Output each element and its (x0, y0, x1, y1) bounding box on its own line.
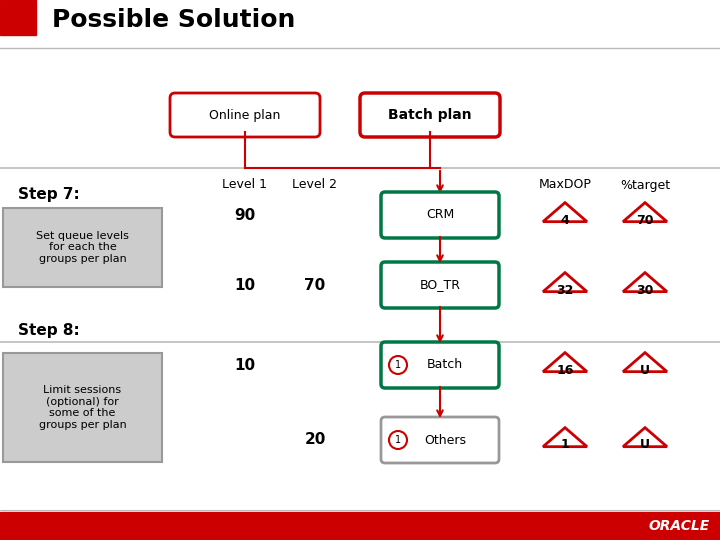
Text: Set queue levels
for each the
groups per plan: Set queue levels for each the groups per… (36, 231, 129, 264)
FancyBboxPatch shape (360, 93, 500, 137)
Text: 90: 90 (235, 207, 256, 222)
Text: MaxDOP: MaxDOP (539, 179, 591, 192)
Text: 1: 1 (561, 438, 570, 451)
Polygon shape (623, 353, 667, 372)
Polygon shape (543, 273, 587, 292)
Text: 20: 20 (305, 433, 325, 448)
Text: ORACLE: ORACLE (649, 519, 710, 533)
FancyBboxPatch shape (3, 208, 162, 287)
Text: Level 2: Level 2 (292, 179, 338, 192)
Text: Batch: Batch (427, 359, 463, 372)
FancyBboxPatch shape (381, 342, 499, 388)
Text: Others: Others (424, 434, 466, 447)
Text: Batch plan: Batch plan (388, 108, 472, 122)
Polygon shape (623, 428, 667, 447)
Polygon shape (543, 202, 587, 221)
Text: 32: 32 (557, 284, 574, 296)
Polygon shape (543, 428, 587, 447)
Text: Limit sessions
(optional) for
some of the
groups per plan: Limit sessions (optional) for some of th… (39, 385, 127, 430)
Text: Level 1: Level 1 (222, 179, 268, 192)
Text: 10: 10 (235, 357, 256, 373)
Text: Online plan: Online plan (210, 109, 281, 122)
Bar (0, 512, 720, 540)
FancyBboxPatch shape (170, 93, 320, 137)
Polygon shape (623, 273, 667, 292)
Text: 16: 16 (557, 363, 574, 376)
FancyBboxPatch shape (381, 417, 499, 463)
Text: U: U (640, 363, 650, 376)
Text: 1: 1 (395, 360, 401, 370)
Circle shape (389, 431, 407, 449)
Text: Step 8:: Step 8: (18, 322, 80, 338)
Text: 1: 1 (395, 435, 401, 445)
Bar (0, 0, 36, 35)
Polygon shape (543, 353, 587, 372)
Text: 70: 70 (636, 213, 654, 226)
Text: CRM: CRM (426, 208, 454, 221)
Circle shape (389, 356, 407, 374)
Text: 70: 70 (305, 278, 325, 293)
FancyBboxPatch shape (3, 353, 162, 462)
Text: Possible Solution: Possible Solution (52, 8, 295, 32)
FancyBboxPatch shape (381, 262, 499, 308)
Text: 30: 30 (636, 284, 654, 296)
Text: 4: 4 (561, 213, 570, 226)
FancyBboxPatch shape (381, 192, 499, 238)
Text: BO_TR: BO_TR (420, 279, 461, 292)
Text: 10: 10 (235, 278, 256, 293)
Text: U: U (640, 438, 650, 451)
Polygon shape (623, 202, 667, 221)
Text: Step 7:: Step 7: (18, 187, 80, 202)
Text: %target: %target (620, 179, 670, 192)
